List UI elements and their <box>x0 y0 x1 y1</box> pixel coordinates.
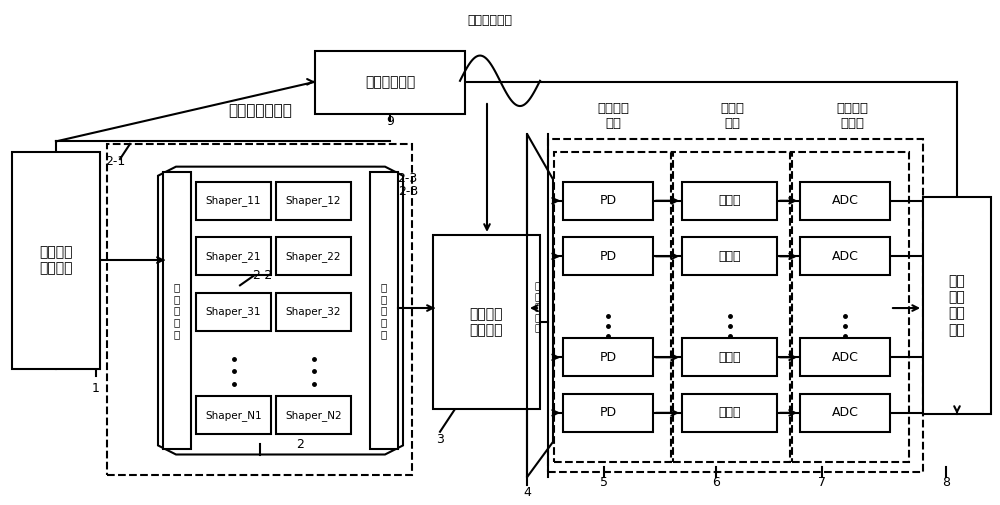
FancyBboxPatch shape <box>800 338 890 376</box>
Text: 数字
信号
处理
单元: 数字 信号 处理 单元 <box>949 274 965 337</box>
FancyBboxPatch shape <box>370 172 398 449</box>
Polygon shape <box>158 167 403 454</box>
Text: PD: PD <box>599 407 617 419</box>
FancyBboxPatch shape <box>563 394 653 432</box>
Text: 滤波器: 滤波器 <box>718 407 741 419</box>
Text: Shaper_N1: Shaper_N1 <box>205 410 262 421</box>
FancyBboxPatch shape <box>554 152 671 462</box>
Text: PD: PD <box>599 194 617 207</box>
Text: 4: 4 <box>523 486 531 499</box>
FancyBboxPatch shape <box>276 396 351 434</box>
Text: PD: PD <box>599 250 617 263</box>
FancyBboxPatch shape <box>682 237 777 275</box>
Text: ADC: ADC <box>832 407 858 419</box>
FancyBboxPatch shape <box>163 172 191 449</box>
FancyBboxPatch shape <box>548 139 923 472</box>
FancyBboxPatch shape <box>800 182 890 220</box>
FancyBboxPatch shape <box>107 144 412 475</box>
FancyBboxPatch shape <box>563 182 653 220</box>
FancyBboxPatch shape <box>563 338 653 376</box>
Text: 5: 5 <box>600 476 608 489</box>
Text: 2-2: 2-2 <box>252 269 272 282</box>
FancyBboxPatch shape <box>196 293 271 331</box>
Text: 时
延
数
分
波: 时 延 数 分 波 <box>174 282 180 339</box>
Text: Shaper_22: Shaper_22 <box>286 251 341 262</box>
Text: Shaper_N2: Shaper_N2 <box>285 410 342 421</box>
Text: 2: 2 <box>296 438 304 451</box>
FancyBboxPatch shape <box>12 152 100 369</box>
Text: 滤波器: 滤波器 <box>718 250 741 263</box>
Text: 辐
射
合
路
器: 辐 射 合 路 器 <box>381 282 387 339</box>
Text: 2-3: 2-3 <box>397 172 417 185</box>
Text: ADC: ADC <box>832 194 858 207</box>
FancyBboxPatch shape <box>433 235 540 409</box>
FancyBboxPatch shape <box>682 182 777 220</box>
FancyBboxPatch shape <box>563 237 653 275</box>
Text: ADC: ADC <box>832 250 858 263</box>
FancyBboxPatch shape <box>682 394 777 432</box>
Text: 电光强度
调制模块: 电光强度 调制模块 <box>470 307 503 337</box>
Text: 7: 7 <box>818 476 826 489</box>
Text: 电模数转
换模块: 电模数转 换模块 <box>836 102 868 130</box>
FancyBboxPatch shape <box>196 237 271 275</box>
Text: Shaper_21: Shaper_21 <box>206 251 261 262</box>
Text: 2-3: 2-3 <box>398 185 418 198</box>
FancyBboxPatch shape <box>800 394 890 432</box>
FancyBboxPatch shape <box>276 237 351 275</box>
Text: 9: 9 <box>386 115 394 128</box>
FancyBboxPatch shape <box>792 152 909 462</box>
Text: Shaper_12: Shaper_12 <box>286 195 341 206</box>
FancyBboxPatch shape <box>196 182 271 220</box>
Text: 被接收电信号: 被接收电信号 <box>468 14 512 27</box>
Text: Shaper_31: Shaper_31 <box>206 307 261 317</box>
Text: 田
频
键
分
接: 田 频 键 分 接 <box>534 283 540 333</box>
FancyBboxPatch shape <box>276 293 351 331</box>
Text: 8: 8 <box>942 476 950 489</box>
FancyBboxPatch shape <box>682 338 777 376</box>
FancyBboxPatch shape <box>673 152 790 462</box>
FancyBboxPatch shape <box>315 50 465 114</box>
Text: 光电转换
模块: 光电转换 模块 <box>597 102 629 130</box>
Text: 光脉冲序
列发生器: 光脉冲序 列发生器 <box>39 245 73 275</box>
Text: 电滤波
模块: 电滤波 模块 <box>720 102 744 130</box>
Text: PD: PD <box>599 351 617 364</box>
Text: Shaper_11: Shaper_11 <box>206 195 261 206</box>
Text: 3: 3 <box>436 433 444 446</box>
Text: 1: 1 <box>92 382 100 395</box>
Text: 6: 6 <box>712 476 720 489</box>
Polygon shape <box>527 134 553 477</box>
Text: 2-1: 2-1 <box>105 155 125 168</box>
Text: Shaper_32: Shaper_32 <box>286 307 341 317</box>
Text: 时钟同步模块: 时钟同步模块 <box>365 75 415 89</box>
FancyBboxPatch shape <box>196 396 271 434</box>
FancyBboxPatch shape <box>800 237 890 275</box>
FancyBboxPatch shape <box>923 197 991 414</box>
Text: 滤波器: 滤波器 <box>718 194 741 207</box>
Text: 光脉冲整形模块: 光脉冲整形模块 <box>228 104 292 119</box>
FancyBboxPatch shape <box>276 182 351 220</box>
Text: 滤波器: 滤波器 <box>718 351 741 364</box>
Text: ADC: ADC <box>832 351 858 364</box>
